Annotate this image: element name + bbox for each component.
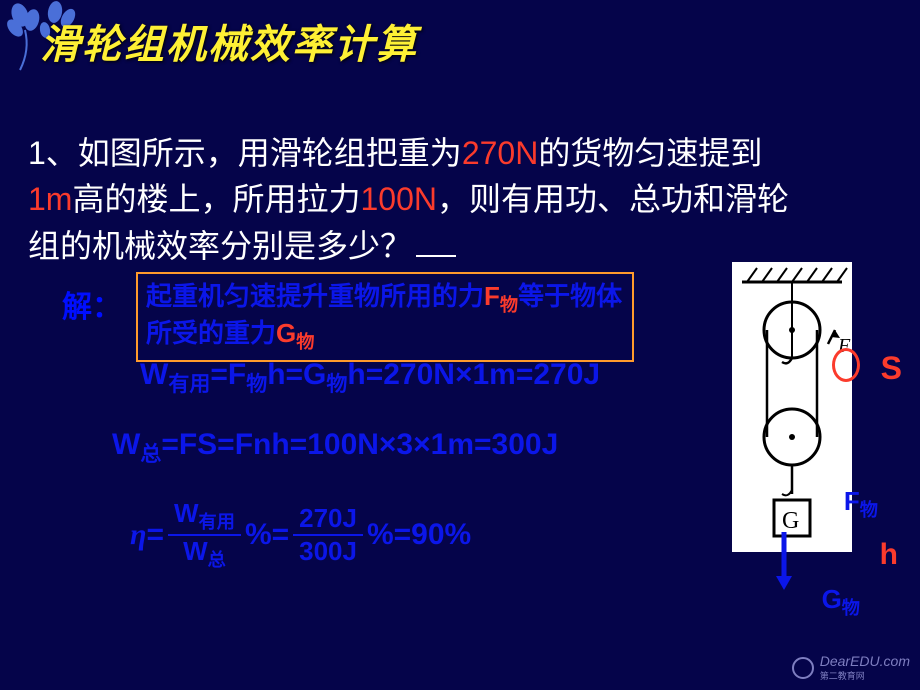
weight-value: 270N xyxy=(462,135,539,171)
g-object-label: G物 xyxy=(822,584,860,620)
s-highlight-circle xyxy=(832,348,860,382)
fraction-1: W有用 W总 xyxy=(168,498,241,572)
down-arrow-icon xyxy=(774,532,794,592)
eta-symbol: η xyxy=(130,518,146,552)
problem-text: 1、如图所示，用滑轮组把重为270N的货物匀速提到 1m高的楼上，所用拉力100N… xyxy=(28,130,803,269)
note-G: G物 xyxy=(276,318,314,348)
watermark-main: DearEDU.com xyxy=(820,653,910,669)
s-label: S xyxy=(881,350,902,387)
underline-mark xyxy=(416,255,456,257)
p3: 高的楼上，所用拉力 xyxy=(72,181,360,217)
equation-total-work: W总=FS=Fnh=100N×3×1m=300J xyxy=(112,428,558,468)
p2: 的货物匀速提到 xyxy=(538,135,762,171)
problem-prefix: 1、如图所示，用滑轮组把重为 xyxy=(28,135,462,171)
note-F: F物 xyxy=(484,281,518,311)
watermark-sub: 第二教育网 xyxy=(820,669,910,682)
note-box: 起重机匀速提升重物所用的力F物等于物体所受的重力G物 xyxy=(136,272,634,362)
watermark-icon xyxy=(792,657,814,679)
equation-useful-work: W有用=F物h=G物h=270N×1m=270J xyxy=(140,358,600,398)
svg-text:G: G xyxy=(782,508,799,534)
h-label: h xyxy=(880,538,898,572)
slide-title: 滑轮组机械效率计算 xyxy=(40,12,418,70)
height-value: 1m xyxy=(28,181,72,217)
pulley-diagram: F G xyxy=(732,262,852,552)
force-value: 100N xyxy=(360,181,437,217)
solution-label: 解： xyxy=(62,282,122,326)
note-l1a: 起重机匀速提升重物所用的力 xyxy=(146,281,484,311)
fraction-2: 270J 300J xyxy=(293,503,363,567)
watermark: DearEDU.com 第二教育网 xyxy=(792,653,910,682)
equation-efficiency: η = W有用 W总 %= 270J 300J %=90% xyxy=(130,498,471,572)
f-object-label: F物 xyxy=(844,486,878,522)
